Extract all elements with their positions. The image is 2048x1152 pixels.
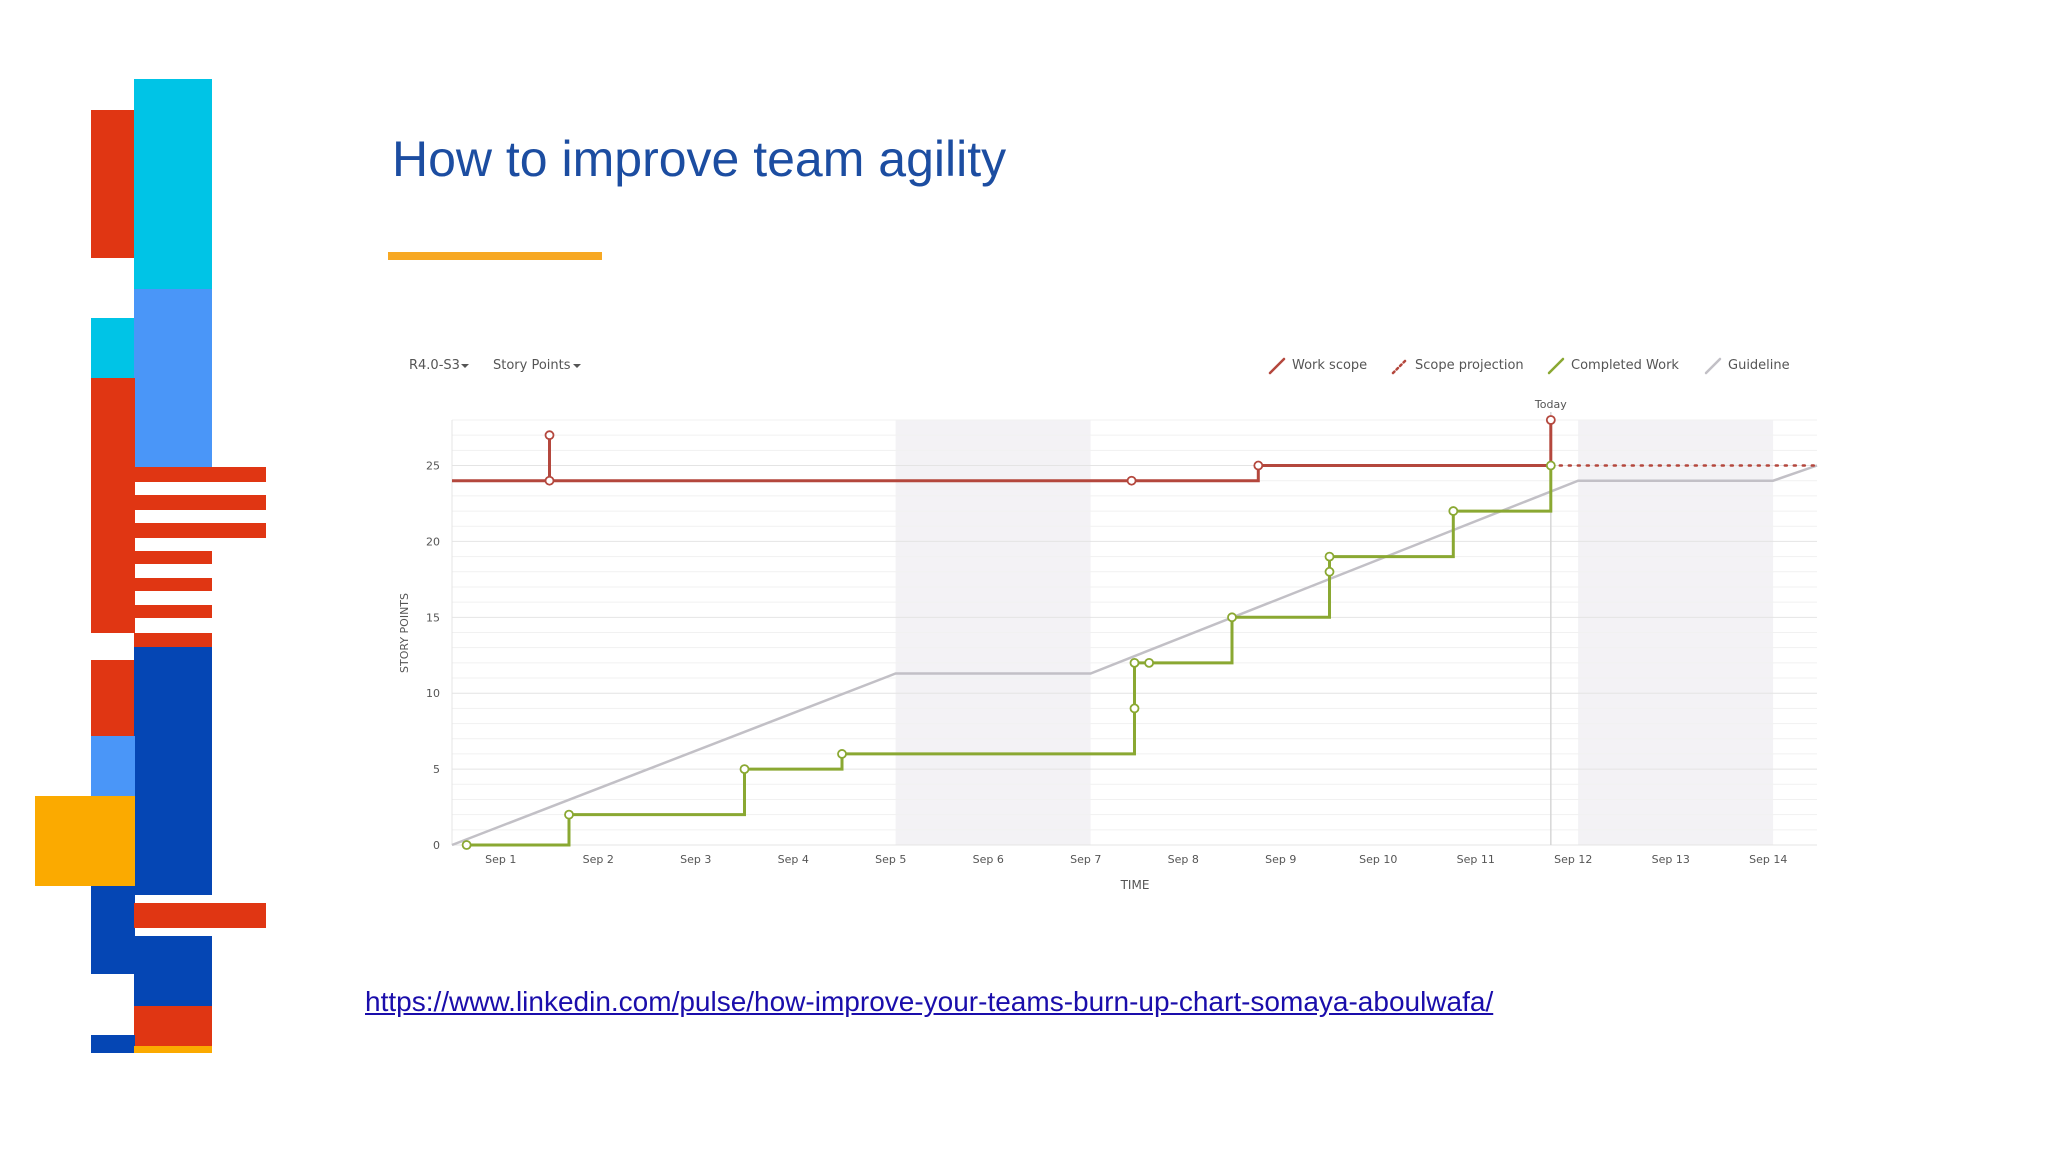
y-tick-label: 5 (433, 763, 440, 776)
deco-block (134, 1006, 212, 1046)
x-tick-label: Sep 7 (1070, 853, 1101, 866)
deco-block (91, 110, 135, 258)
legend-entry: Guideline (1728, 358, 1790, 373)
y-axis-label: STORY POINTS (398, 593, 411, 673)
series-line-work-scope (452, 420, 1553, 483)
y-tick-label: 10 (426, 687, 440, 700)
x-axis-label: TIME (1120, 878, 1150, 892)
y-tick-labels: 0 5 10 15 20 25 (426, 460, 440, 852)
series-line-guideline (451, 464, 1818, 847)
deco-block (35, 796, 135, 886)
sprint-dropdown[interactable]: R4.0-S3 (409, 358, 460, 373)
deco-block (134, 605, 212, 618)
x-tick-label: Sep 8 (1168, 853, 1199, 866)
x-tick-label: Sep 13 (1652, 853, 1690, 866)
data-point (1324, 551, 1335, 562)
deco-block (91, 1035, 135, 1053)
data-point (1227, 612, 1237, 623)
x-tick-label: Sep 11 (1457, 853, 1495, 866)
deco-block (134, 495, 266, 510)
legend-swatch (1268, 357, 1286, 375)
deco-block (91, 660, 135, 736)
x-tick-label: Sep 9 (1265, 853, 1296, 866)
deco-block (134, 467, 266, 482)
data-point (1324, 566, 1335, 577)
data-point (544, 430, 555, 441)
x-tick-label: Sep 2 (583, 853, 614, 866)
deco-block (134, 523, 266, 538)
legend-entry: Work scope (1292, 358, 1367, 373)
deco-block (134, 551, 212, 564)
chevron-down-icon[interactable] (461, 364, 469, 368)
data-point (564, 809, 574, 820)
deco-block (134, 578, 212, 591)
data-point (461, 840, 472, 850)
x-tick-label: Sep 10 (1359, 853, 1397, 866)
deco-block (91, 736, 135, 796)
deco-block (91, 318, 135, 378)
data-point (1545, 415, 1556, 425)
deco-block (134, 633, 212, 647)
deco-block (134, 903, 266, 928)
x-tick-label: Sep 1 (485, 853, 516, 866)
deco-block (134, 79, 212, 289)
deco-block (91, 378, 135, 633)
x-tick-label: Sep 12 (1554, 853, 1592, 866)
data-point (1144, 657, 1155, 668)
x-tick-labels: Sep 1 Sep 2 Sep 3 Sep 4 Sep 5 Sep 6 Sep 7 Sep 8… (485, 853, 1787, 866)
data-point (1129, 703, 1140, 714)
x-tick-label: Sep 6 (973, 853, 1004, 866)
data-point (739, 764, 750, 775)
deco-block (134, 647, 212, 895)
legend: Work scope Scope projection Completed Work… (1268, 357, 1790, 375)
deco-block (134, 1046, 212, 1053)
y-tick-label: 0 (433, 839, 440, 852)
legend-swatch (1547, 357, 1565, 375)
deco-block (134, 289, 212, 469)
chevron-down-icon[interactable] (573, 364, 581, 368)
today-label: Today (1534, 398, 1567, 411)
x-tick-label: Sep 4 (778, 853, 809, 866)
legend-entry: Scope projection (1415, 358, 1524, 373)
data-point (1129, 657, 1140, 668)
data-point (837, 749, 847, 759)
decorative-stripes (0, 0, 300, 1152)
data-point (1253, 460, 1264, 471)
data-point (1448, 506, 1459, 516)
source-link[interactable]: https://www.linkedin.com/pulse/how-impro… (365, 986, 1494, 1017)
slide-title: How to improve team agility (392, 131, 1007, 187)
legend-entry: Completed Work (1571, 358, 1679, 373)
burnup-chart: 0 5 10 15 20 25 Sep 1 Sep 2 Sep 3 Sep 4 Sep 5 Sep … (372, 340, 1872, 905)
y-tick-label: 20 (426, 535, 440, 548)
legend-swatch (1704, 357, 1722, 375)
data-point (1545, 460, 1556, 471)
estimate-dropdown[interactable]: Story Points (493, 358, 571, 373)
series-lines (451, 420, 1819, 847)
y-tick-label: 15 (426, 611, 440, 624)
deco-block (91, 886, 135, 974)
legend-swatch (1391, 357, 1409, 375)
data-point (1126, 475, 1137, 486)
x-tick-label: Sep 14 (1749, 853, 1787, 866)
data-point (544, 475, 555, 486)
deco-block (134, 936, 212, 1006)
title-accent-bar (388, 252, 602, 260)
x-tick-label: Sep 3 (680, 853, 711, 866)
series-markers (461, 415, 1556, 850)
y-tick-label: 25 (426, 460, 440, 473)
x-tick-label: Sep 5 (875, 853, 906, 866)
